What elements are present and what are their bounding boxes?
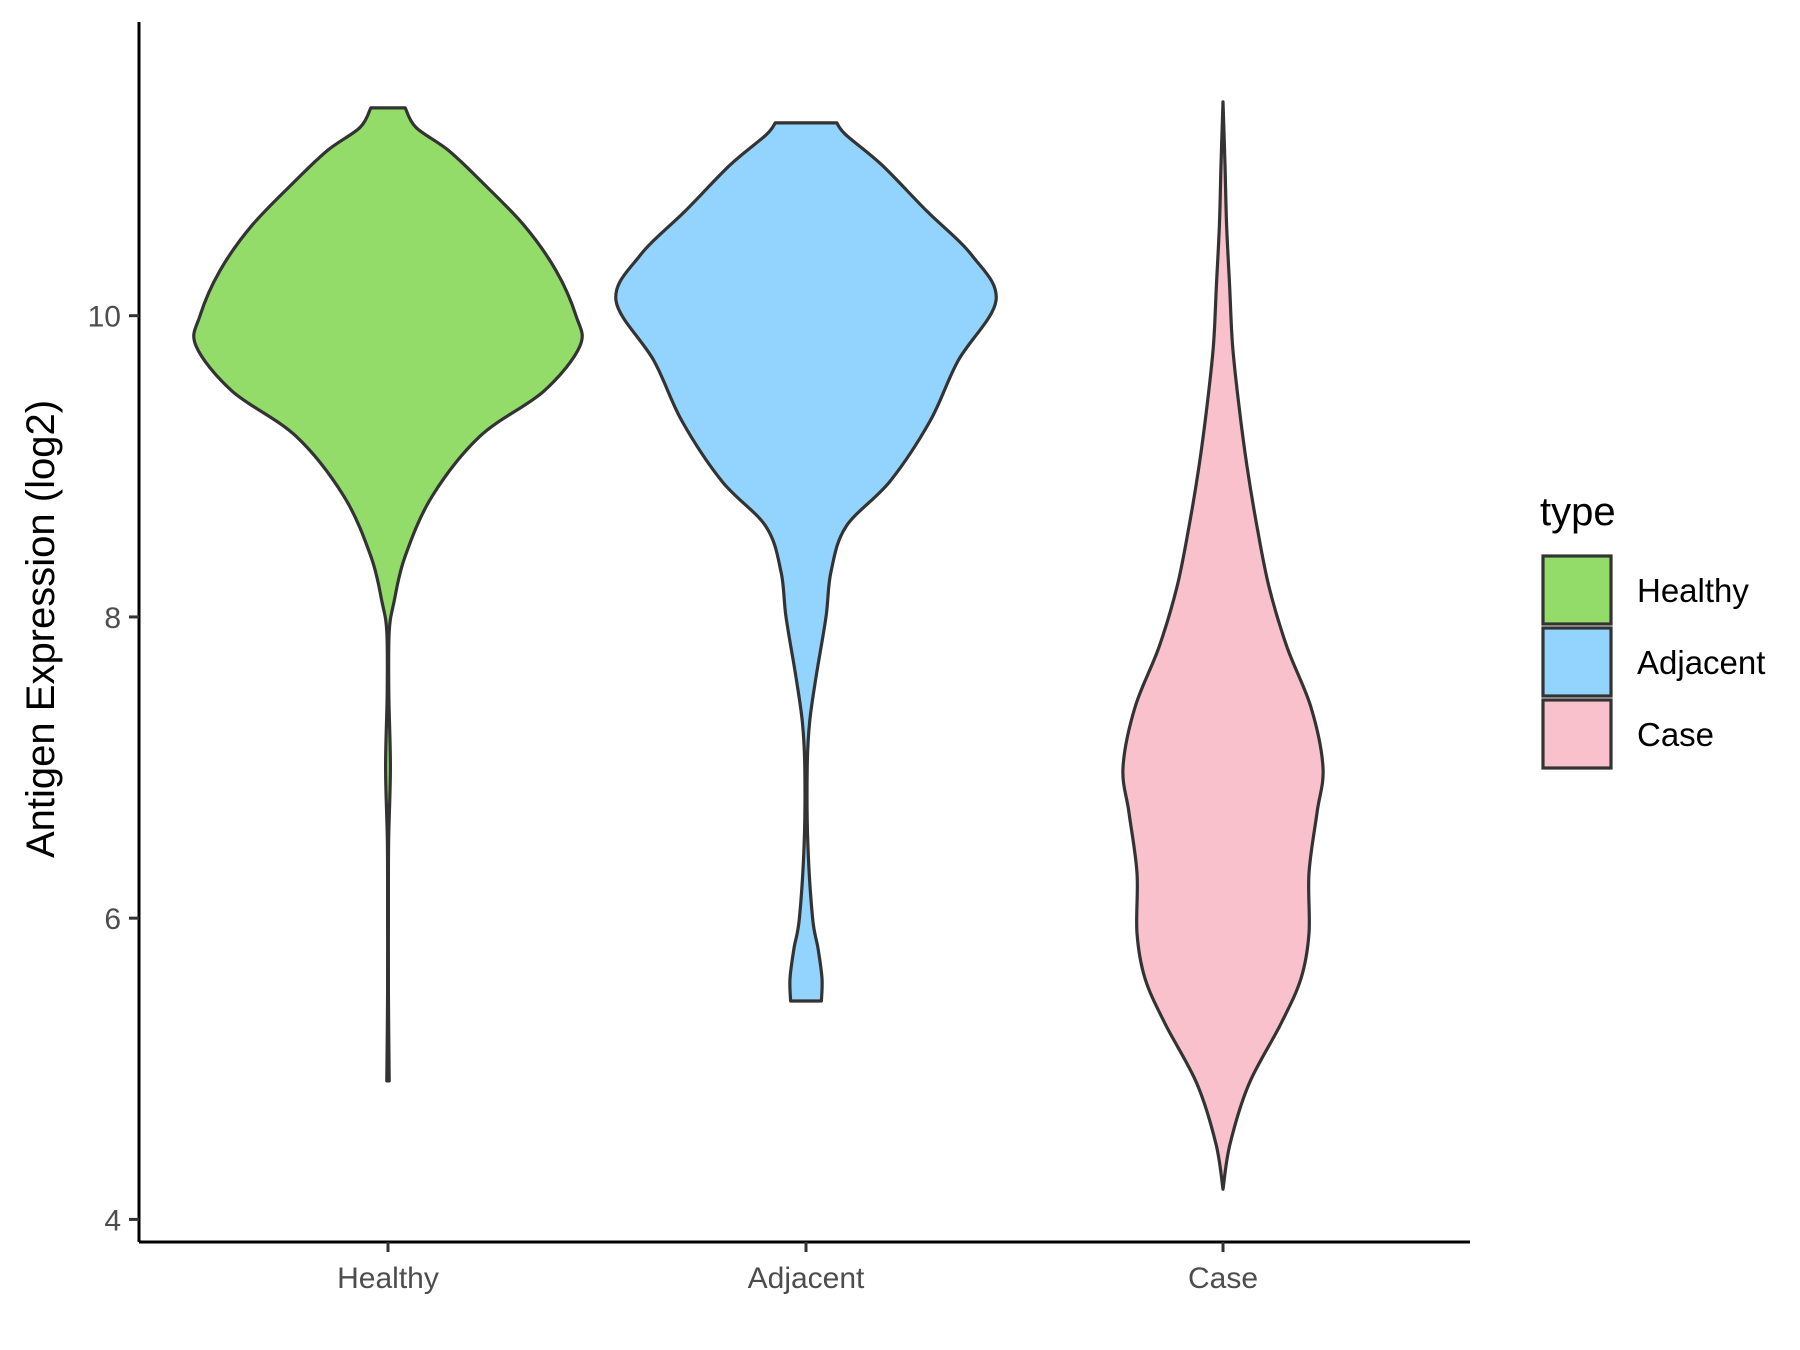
legend-title: type [1540, 490, 1616, 534]
legend-label-case: Case [1637, 716, 1714, 753]
y-tick-label: 4 [104, 1204, 121, 1237]
legend-key-healthy [1541, 554, 1613, 626]
legend: type Healthy Adjacent Case [1540, 490, 1765, 770]
violin-healthy [192, 106, 584, 1083]
legend-label-healthy: Healthy [1637, 572, 1749, 609]
x-tick-label-adjacent: Adjacent [748, 1262, 865, 1295]
x-tick-label-case: Case [1188, 1262, 1258, 1295]
violin-adjacent [614, 121, 998, 1003]
violin-case [1121, 100, 1325, 1191]
y-axis: 4 6 8 10 [88, 22, 141, 1242]
x-axis: Healthy Adjacent Case [139, 1240, 1470, 1295]
legend-key-case [1541, 698, 1613, 770]
x-tick-label-healthy: Healthy [337, 1262, 439, 1295]
legend-key-adjacent [1541, 626, 1613, 698]
legend-label-adjacent: Adjacent [1637, 644, 1765, 681]
violin-group [192, 100, 1325, 1191]
y-axis-title: Antigen Expression (log2) [19, 400, 63, 858]
y-tick-label: 6 [104, 903, 121, 936]
y-tick-label: 10 [88, 301, 121, 334]
y-tick-label: 8 [104, 602, 121, 635]
